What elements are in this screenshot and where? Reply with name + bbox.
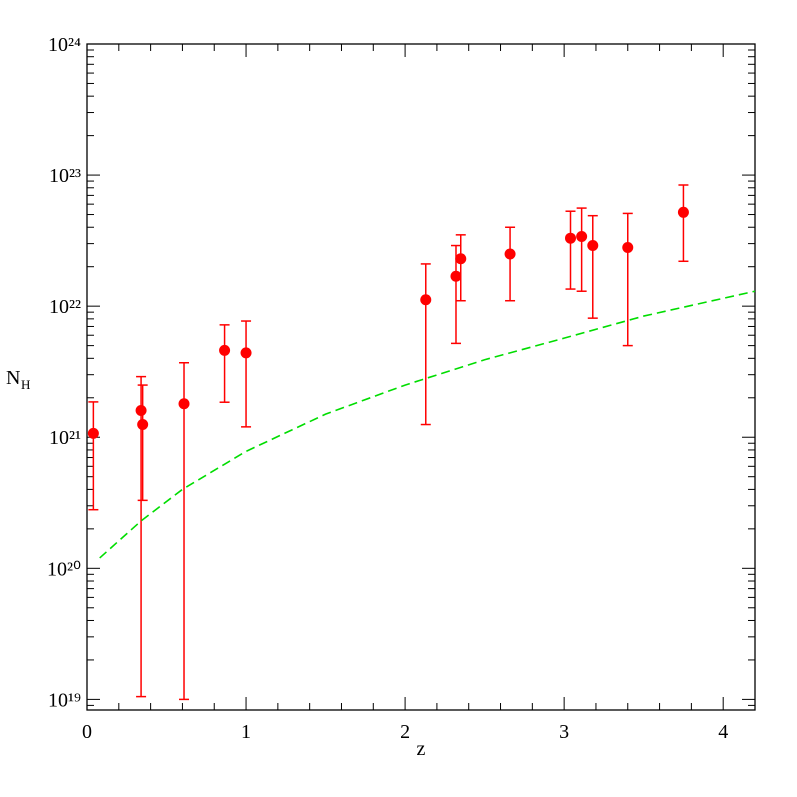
y-axis-label: N [6, 367, 20, 389]
data-point [455, 253, 467, 265]
data-point [450, 270, 462, 282]
data-point [622, 242, 634, 254]
data-point [178, 398, 190, 410]
y-tick-label: 10¹⁹ [48, 689, 81, 711]
y-tick-label: 10²² [49, 296, 81, 318]
data-point [135, 404, 147, 416]
y-tick-label: 10²³ [49, 165, 81, 187]
x-tick-label: 1 [241, 721, 251, 743]
y-tick-label: 10²⁴ [48, 34, 81, 56]
data-point [219, 344, 231, 356]
x-tick-label: 0 [82, 721, 92, 743]
data-point [240, 347, 252, 359]
x-tick-label: 3 [559, 721, 569, 743]
data-point [137, 419, 149, 431]
data-point [565, 232, 577, 244]
y-tick-label: 10²⁰ [47, 558, 81, 580]
data-point [504, 248, 516, 260]
x-tick-label: 4 [718, 721, 728, 743]
y-tick-label: 10²¹ [49, 427, 81, 449]
data-point [576, 230, 588, 242]
data-point [420, 294, 432, 306]
y-axis-label-subscript: H [21, 377, 30, 392]
data-point [87, 427, 99, 439]
data-point [587, 240, 599, 252]
x-tick-label: 2 [400, 721, 410, 743]
model-curve [99, 290, 756, 559]
x-axis-label: z [417, 738, 426, 760]
data-point [677, 206, 689, 218]
plot-frame [86, 43, 756, 711]
